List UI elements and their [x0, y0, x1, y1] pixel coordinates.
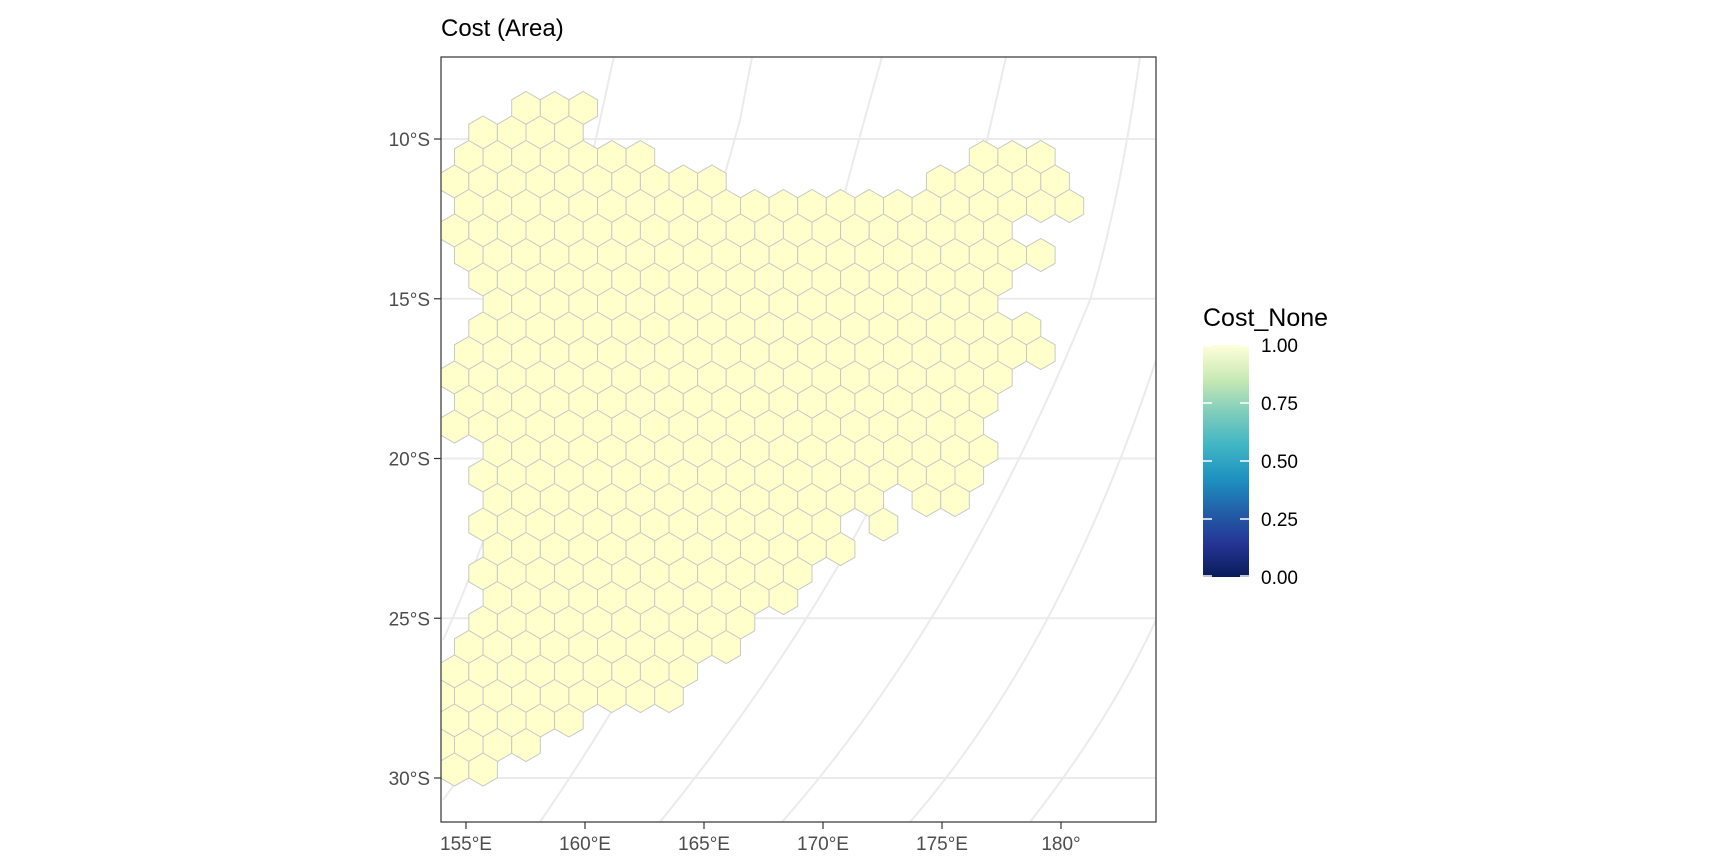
x-tick-label: 165°E [678, 834, 730, 855]
legend-label: 0.50 [1261, 452, 1298, 473]
legend-title: Cost_None [1203, 304, 1328, 332]
meridian-line [909, 359, 1156, 822]
hex-cell [554, 703, 584, 738]
meridian-line [1029, 619, 1156, 822]
hex-cell [868, 507, 899, 542]
hex-cell [940, 482, 970, 518]
legend-label: 0.25 [1261, 510, 1298, 531]
legend-ticks: 1.00 0.75 0.50 0.25 0.00 [1203, 336, 1298, 589]
plot-title: Cost (Area) [441, 15, 564, 42]
y-tick-label: 15°S [389, 290, 430, 311]
x-axis: 155°E 160°E 165°E 170°E 175°E 180° [440, 822, 1081, 855]
x-tick-label: 155°E [440, 834, 492, 855]
hex-cell [468, 752, 498, 787]
y-tick-label: 10°S [389, 130, 430, 151]
y-tick-label: 20°S [389, 450, 430, 471]
hex-cell [654, 678, 684, 714]
map-panel-border [440, 56, 1157, 823]
x-tick-label: 180° [1041, 834, 1080, 855]
hexagon-grid [397, 90, 1085, 787]
hex-cell [412, 704, 441, 737]
legend-label: 1.00 [1261, 336, 1298, 357]
y-tick-label: 30°S [389, 769, 430, 790]
hex-cell [1026, 237, 1056, 273]
meridian-line [781, 57, 1141, 822]
hex-cell [825, 531, 856, 567]
hex-cell [1054, 188, 1085, 224]
legend-label: 0.75 [1261, 394, 1298, 415]
legend-label: 0.00 [1261, 568, 1298, 589]
x-tick-label: 160°E [559, 834, 611, 855]
hex-cell [397, 729, 426, 762]
hex-cell [768, 580, 799, 616]
x-tick-label: 170°E [797, 834, 849, 855]
hex-cell [711, 629, 741, 665]
x-tick-label: 175°E [916, 834, 968, 855]
hex-cell [1026, 335, 1056, 371]
hex-cell [511, 727, 541, 763]
y-tick-label: 25°S [389, 609, 430, 630]
y-axis: 10°S 15°S 20°S 25°S 30°S [389, 130, 441, 790]
